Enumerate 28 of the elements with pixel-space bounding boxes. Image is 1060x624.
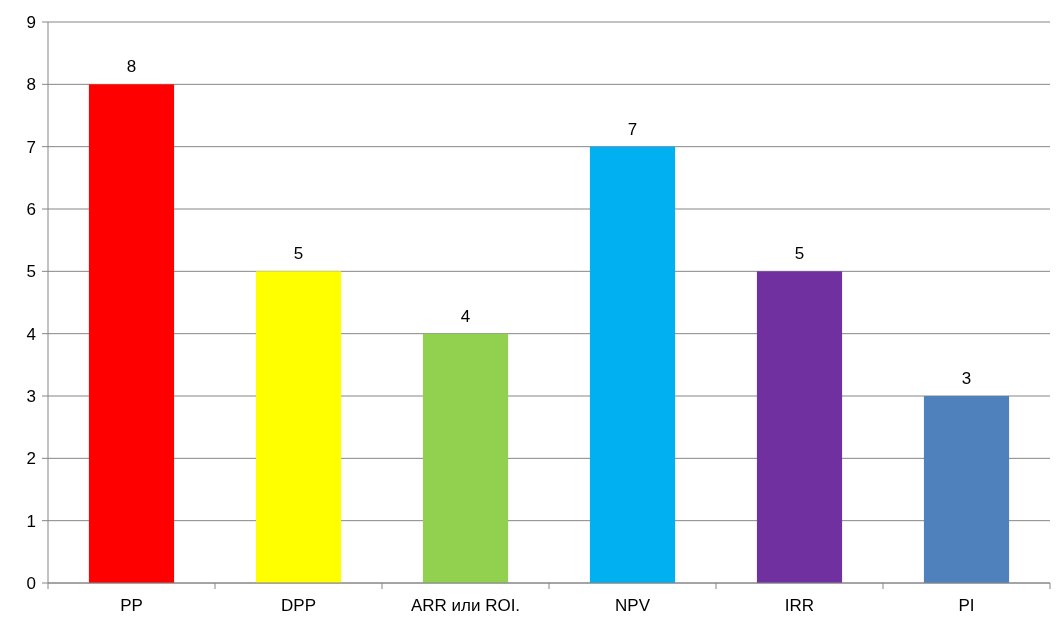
x-tick-label: PP [120, 596, 143, 615]
y-tick-label: 7 [26, 137, 36, 157]
bar [422, 333, 509, 583]
bar [88, 84, 175, 583]
y-tick-label: 9 [26, 12, 36, 32]
y-tick-label: 6 [26, 199, 36, 219]
x-tick-label: IRR [784, 596, 815, 615]
y-tick-label: 4 [26, 324, 36, 344]
y-tick-label: 2 [26, 449, 36, 469]
data-label: 3 [961, 369, 972, 388]
bar [756, 271, 843, 583]
data-label: 4 [460, 306, 471, 326]
y-tick-label: 1 [26, 511, 36, 531]
y-tick-label: 3 [26, 386, 36, 406]
x-tick-label: PI [958, 596, 975, 615]
y-tick-label: 5 [26, 262, 36, 282]
y-tick-label: 0 [26, 573, 36, 593]
bar [589, 146, 676, 583]
bar [923, 396, 1010, 583]
data-label: 5 [794, 244, 805, 264]
data-label: 7 [627, 119, 638, 139]
x-tick-label: NPV [615, 596, 651, 615]
data-label: 8 [126, 57, 137, 77]
x-tick-label: DPP [281, 596, 316, 615]
data-label: 5 [293, 244, 304, 264]
bar [255, 271, 342, 583]
x-tick-label: ARR или ROI. [410, 596, 521, 615]
y-tick-label: 8 [26, 75, 36, 95]
